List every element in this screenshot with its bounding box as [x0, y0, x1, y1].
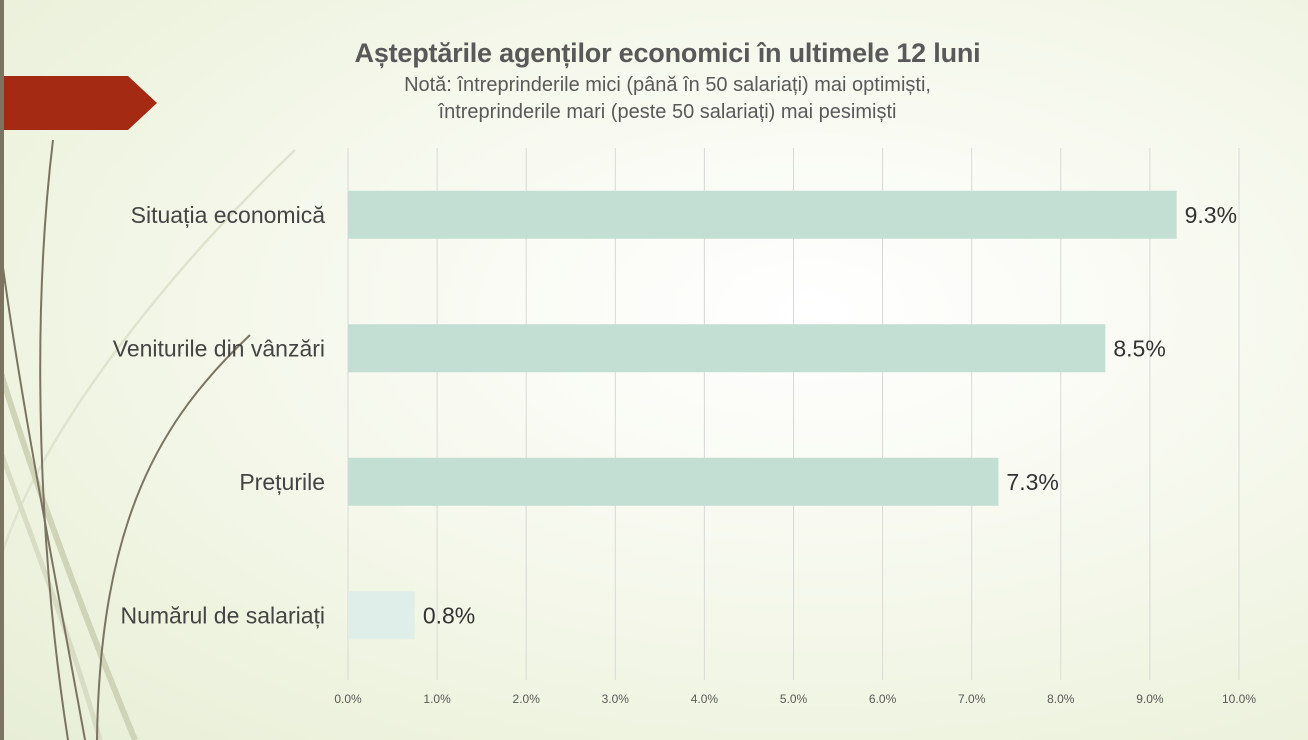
x-tick-label: 5.0%	[780, 692, 808, 706]
x-tick-label: 7.0%	[958, 692, 986, 706]
bar	[348, 591, 415, 640]
category-label: Situația economică	[131, 202, 326, 228]
chart-title-block: Așteptările agenților economici în ultim…	[0, 38, 1308, 126]
data-label: 0.8%	[423, 602, 475, 628]
decorative-curve	[0, 449, 103, 740]
x-tick-label: 9.0%	[1136, 692, 1164, 706]
decorative-curve	[0, 244, 86, 740]
x-tick-label: 1.0%	[423, 692, 451, 706]
decorative-curve	[96, 334, 251, 740]
data-label: 8.5%	[1113, 335, 1165, 361]
x-tick-label: 3.0%	[602, 692, 630, 706]
x-tick-label: 6.0%	[869, 692, 897, 706]
x-tick-label: 2.0%	[513, 692, 541, 706]
bar	[348, 457, 999, 506]
accent-arrow-shape	[0, 76, 157, 130]
data-label: 7.3%	[1006, 469, 1058, 495]
category-label: Numărul de salariați	[120, 602, 325, 628]
bar	[348, 324, 1106, 373]
bar	[348, 190, 1177, 239]
data-label: 9.3%	[1185, 202, 1237, 228]
x-tick-label: 0.0%	[334, 692, 362, 706]
x-tick-label: 10.0%	[1222, 692, 1256, 706]
chart-title: Așteptările agenților economici în ultim…	[354, 38, 981, 68]
chart-subtitle: Notă: întreprinderile mici (până în 50 s…	[404, 74, 931, 123]
x-tick-label: 4.0%	[691, 692, 719, 706]
left-border-line	[0, 0, 4, 740]
category-label: Veniturile din vânzări	[113, 335, 325, 361]
decorative-curve	[0, 369, 138, 740]
x-tick-label: 8.0%	[1047, 692, 1075, 706]
category-label: Prețurile	[239, 469, 325, 495]
decorative-curve	[39, 139, 69, 740]
